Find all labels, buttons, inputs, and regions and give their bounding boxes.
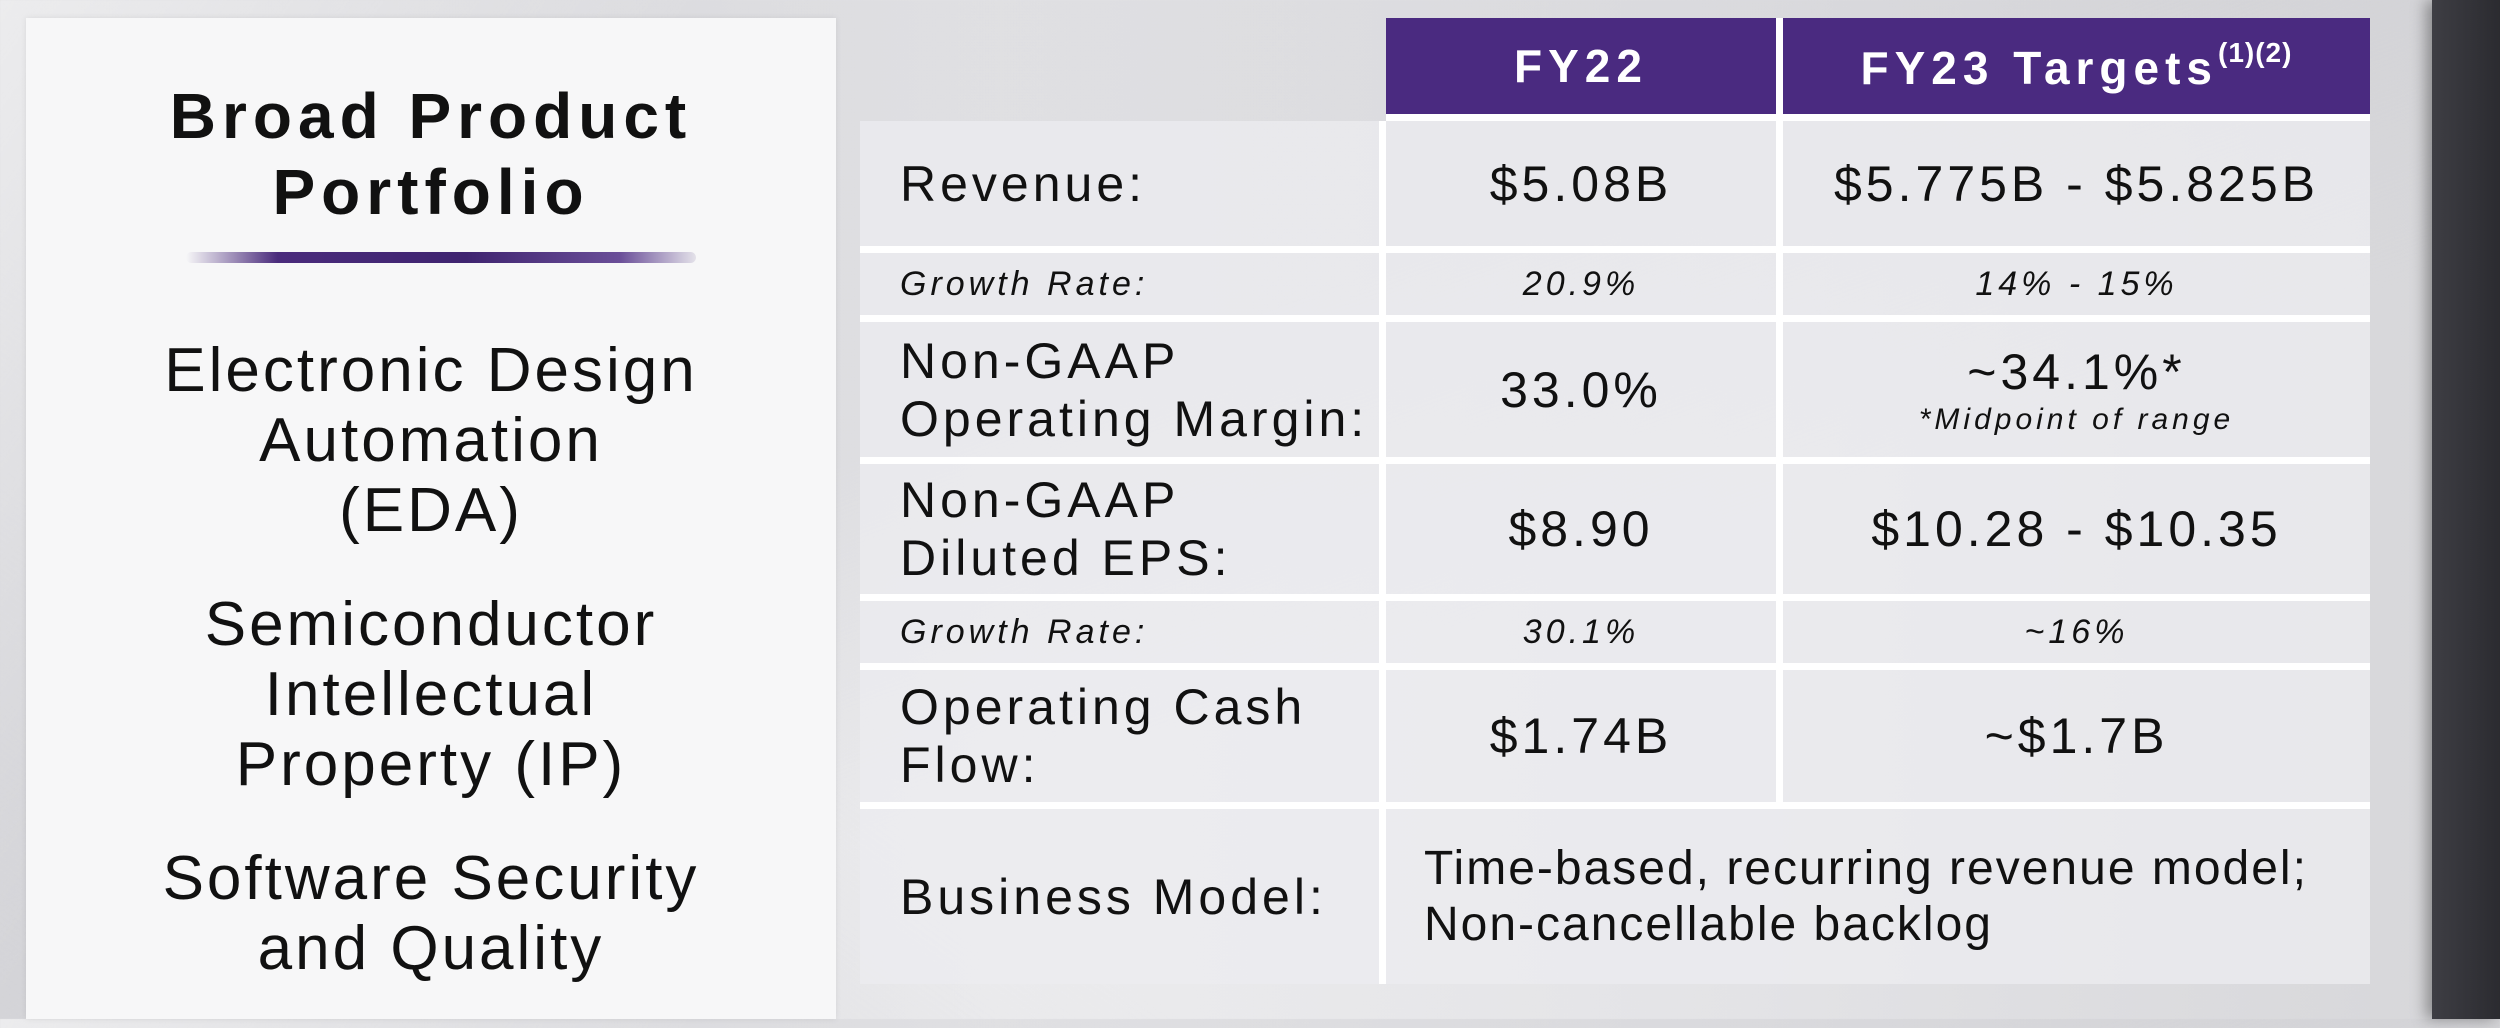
midpoint-footnote: *Midpoint of range (1918, 402, 2235, 436)
portfolio-item-eda: Electronic Design Automation (EDA) (164, 336, 698, 545)
table-row-operating-cash-flow: Operating Cash Flow: $1.74B ~$1.7B (860, 670, 2370, 809)
eps-growth-fy23: ~16% (1783, 601, 2370, 670)
financial-targets-table: FY22 FY23 Targets(1)(2) Revenue: $5.08B … (860, 18, 2370, 984)
table-row-revenue: Revenue: $5.08B $5.775B - $5.825B (860, 121, 2370, 253)
row-label-operating-margin: Non-GAAP Operating Margin: (860, 322, 1386, 464)
header-footnote-marks: (1)(2) (2218, 37, 2293, 68)
row-label-eps: Non-GAAP Diluted EPS: (860, 464, 1386, 601)
title-divider (186, 252, 696, 263)
eps-growth-fy22: 30.1% (1386, 601, 1783, 670)
portfolio-item-ip: Semiconductor Intellectual Property (IP) (204, 590, 658, 799)
table-row-business-model: Business Model: Time-based, recurring re… (860, 809, 2370, 984)
revenue-fy23: $5.775B - $5.825B (1783, 121, 2370, 253)
revenue-growth-fy22: 20.9% (1386, 253, 1783, 322)
row-label-revenue: Revenue: (860, 121, 1386, 253)
header-fy23-targets: FY23 Targets(1)(2) (1783, 18, 2370, 121)
business-model-value: Time-based, recurring revenue model; Non… (1386, 809, 2370, 984)
operating-margin-fy22: 33.0% (1386, 322, 1783, 464)
header-blank-cell (860, 18, 1386, 121)
header-fy22: FY22 (1386, 18, 1783, 121)
portfolio-item-security: Software Security and Quality (162, 844, 700, 983)
table-header-row: FY22 FY23 Targets(1)(2) (860, 18, 2370, 121)
operating-margin-fy23-cell: ~34.1%* *Midpoint of range (1783, 322, 2370, 464)
operating-margin-fy23: ~34.1%* (1967, 343, 2186, 400)
row-label-eps-growth: Growth Rate: (860, 601, 1386, 670)
row-label-operating-cash-flow: Operating Cash Flow: (860, 670, 1386, 809)
row-label-business-model: Business Model: (860, 809, 1386, 984)
row-label-revenue-growth: Growth Rate: (860, 253, 1386, 322)
header-fy23-label: FY23 Targets (1860, 42, 2219, 94)
header-fy22-label: FY22 (1514, 40, 1648, 92)
table-row-revenue-growth: Growth Rate: 20.9% 14% - 15% (860, 253, 2370, 322)
panel-title: Broad Product Portfolio (169, 80, 693, 228)
revenue-growth-fy23: 14% - 15% (1783, 253, 2370, 322)
eps-fy22: $8.90 (1386, 464, 1783, 601)
operating-cash-flow-fy23: ~$1.7B (1783, 670, 2370, 809)
eps-fy23: $10.28 - $10.35 (1783, 464, 2370, 601)
portfolio-list: Electronic Design Automation (EDA) Semic… (26, 336, 836, 1028)
operating-cash-flow-fy22: $1.74B (1386, 670, 1783, 809)
product-portfolio-panel: Broad Product Portfolio Electronic Desig… (26, 18, 836, 1019)
table-row-eps-growth: Growth Rate: 30.1% ~16% (860, 601, 2370, 670)
slide-edge-shadow (2432, 0, 2500, 1019)
table-row-eps: Non-GAAP Diluted EPS: $8.90 $10.28 - $10… (860, 464, 2370, 601)
table-row-operating-margin: Non-GAAP Operating Margin: 33.0% ~34.1%*… (860, 322, 2370, 464)
revenue-fy22: $5.08B (1386, 121, 1783, 253)
